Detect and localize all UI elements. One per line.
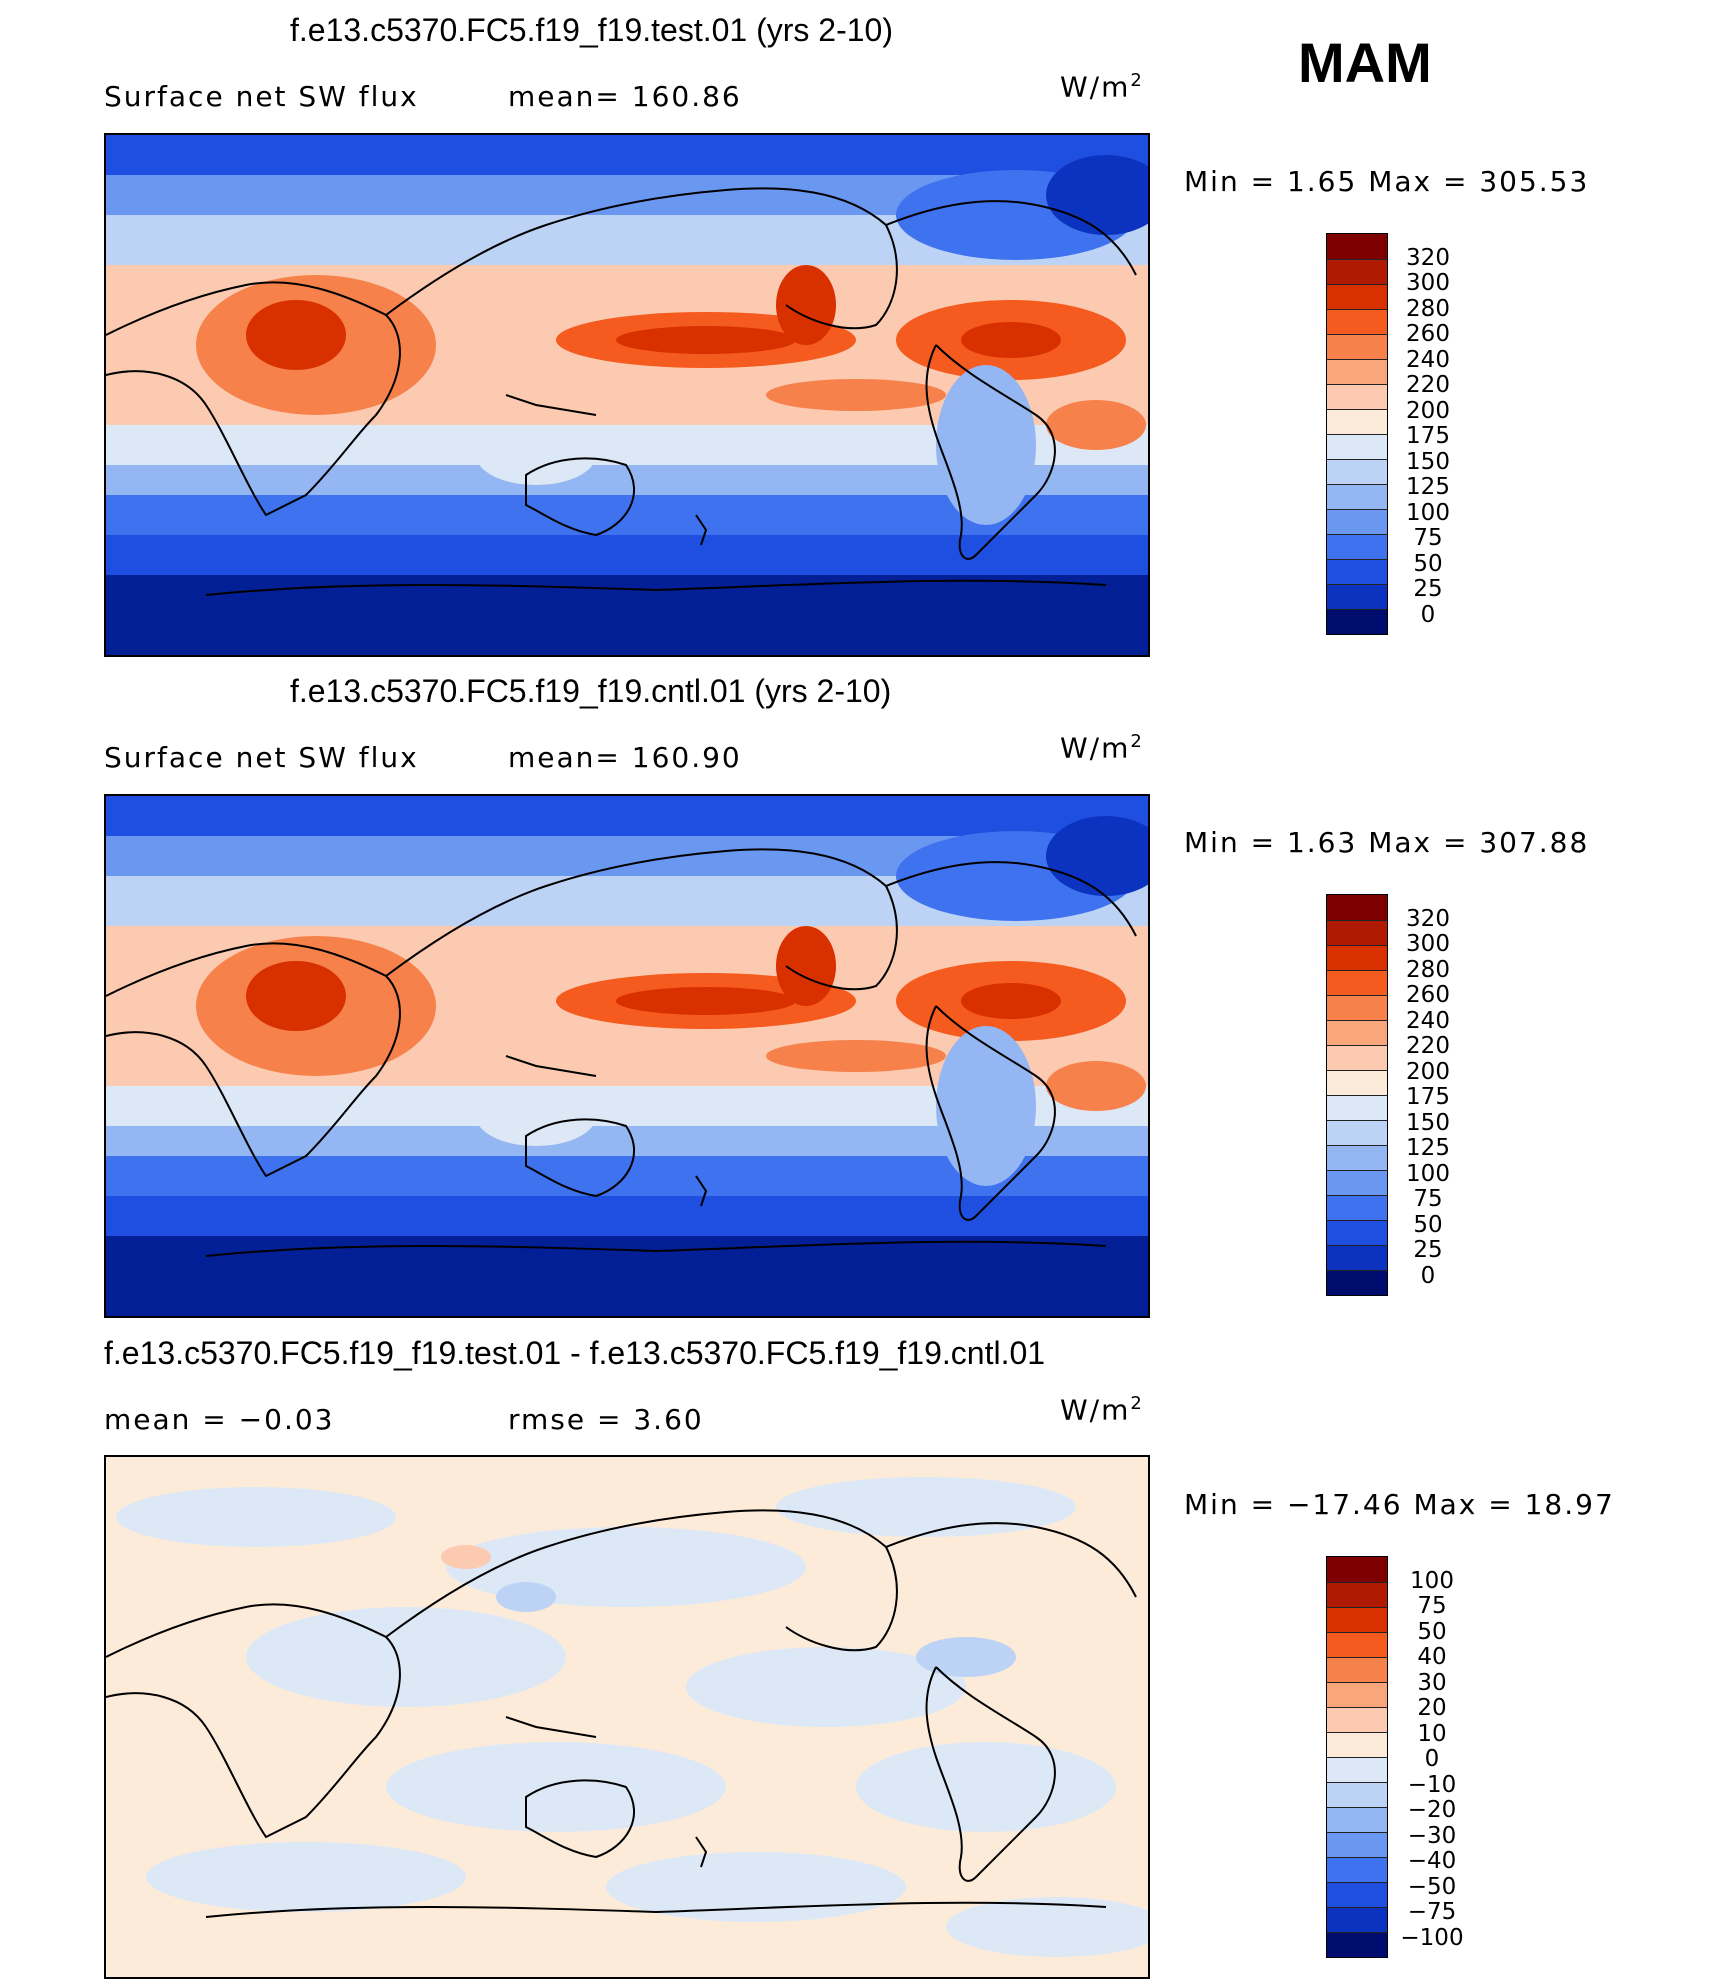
contour-map [106, 1457, 1148, 1977]
variable-label: Surface net SW flux [104, 80, 419, 113]
colorbar-tick: 75 [1413, 525, 1443, 551]
rmse-label: rmse = 3.60 [508, 1403, 704, 1436]
map-test [104, 133, 1150, 657]
panel-title: f.e13.c5370.FC5.f19_f19.test.01 (yrs 2-1… [290, 12, 893, 48]
colorbar-tick: 175 [1406, 423, 1450, 449]
colorbar-tick: 300 [1406, 270, 1450, 296]
colorbar-tick: 260 [1406, 982, 1450, 1008]
colorbar-tick: 320 [1406, 245, 1450, 271]
colorbar-tick: 125 [1406, 1135, 1450, 1161]
mean-label: mean= 160.86 [508, 80, 742, 113]
contour-map [106, 796, 1148, 1316]
colorbar-tick: 150 [1406, 449, 1450, 475]
units-label: W/m2 [1060, 70, 1144, 104]
map-control [104, 794, 1150, 1318]
min-max-label: Min = −17.46 Max = 18.97 [1184, 1488, 1615, 1521]
colorbar-tick: 20 [1417, 1695, 1447, 1721]
colorbar-tick: 30 [1417, 1670, 1447, 1696]
colorbar-tick: 220 [1406, 372, 1450, 398]
colorbar-tick: 100 [1410, 1568, 1454, 1594]
colorbar-tick: −40 [1407, 1848, 1457, 1874]
colorbar-tick: 300 [1406, 931, 1450, 957]
colorbar-tick: 75 [1413, 1186, 1443, 1212]
colorbar-tick: 320 [1406, 906, 1450, 932]
min-max-label: Min = 1.65 Max = 305.53 [1184, 165, 1590, 198]
panel-title: f.e13.c5370.FC5.f19_f19.cntl.01 (yrs 2-1… [290, 673, 892, 709]
colorbar-tick: 150 [1406, 1110, 1450, 1136]
panel-title: f.e13.c5370.FC5.f19_f19.test.01 - f.e13.… [104, 1335, 1046, 1371]
colorbar-tick: 25 [1413, 576, 1443, 602]
colorbar [1326, 894, 1388, 1296]
colorbar-tick: −20 [1407, 1797, 1457, 1823]
colorbar-tick: 100 [1406, 500, 1450, 526]
colorbar-tick: 220 [1406, 1033, 1450, 1059]
colorbar-tick: 200 [1406, 1059, 1450, 1085]
colorbar-tick: 125 [1406, 474, 1450, 500]
colorbar-tick: 0 [1424, 1746, 1440, 1772]
colorbar-tick: 0 [1420, 1263, 1436, 1289]
colorbar-tick: 40 [1417, 1644, 1447, 1670]
colorbar-tick: 0 [1420, 602, 1436, 628]
colorbar-tick: 200 [1406, 398, 1450, 424]
colorbar-tick: 280 [1406, 296, 1450, 322]
colorbar-tick: 75 [1417, 1593, 1447, 1619]
colorbar-tick: 50 [1413, 551, 1443, 577]
colorbar-tick: 10 [1417, 1721, 1447, 1747]
colorbar-tick: 240 [1406, 347, 1450, 373]
colorbar [1326, 1556, 1388, 1958]
variable-label: Surface net SW flux [104, 741, 419, 774]
colorbar-tick: 240 [1406, 1008, 1450, 1034]
colorbar-tick: 280 [1406, 957, 1450, 983]
map-difference [104, 1455, 1150, 1979]
colorbar [1326, 233, 1388, 635]
colorbar-tick: 260 [1406, 321, 1450, 347]
colorbar-tick: −50 [1407, 1874, 1457, 1900]
colorbar-tick: −75 [1407, 1899, 1457, 1925]
colorbar-tick: 50 [1417, 1619, 1447, 1645]
colorbar-tick: −10 [1407, 1772, 1457, 1798]
colorbar-tick: 100 [1406, 1161, 1450, 1187]
colorbar-tick: −30 [1407, 1823, 1457, 1849]
min-max-label: Min = 1.63 Max = 307.88 [1184, 826, 1590, 859]
units-label: W/m2 [1060, 731, 1144, 765]
season-label: MAM [1298, 31, 1432, 94]
mean-label: mean = −0.03 [104, 1403, 335, 1436]
colorbar-tick: 50 [1413, 1212, 1443, 1238]
colorbar-tick: 175 [1406, 1084, 1450, 1110]
contour-map [106, 135, 1148, 655]
colorbar-tick: −100 [1400, 1925, 1464, 1951]
mean-label: mean= 160.90 [508, 741, 742, 774]
colorbar-tick: 25 [1413, 1237, 1443, 1263]
units-label: W/m2 [1060, 1393, 1144, 1427]
